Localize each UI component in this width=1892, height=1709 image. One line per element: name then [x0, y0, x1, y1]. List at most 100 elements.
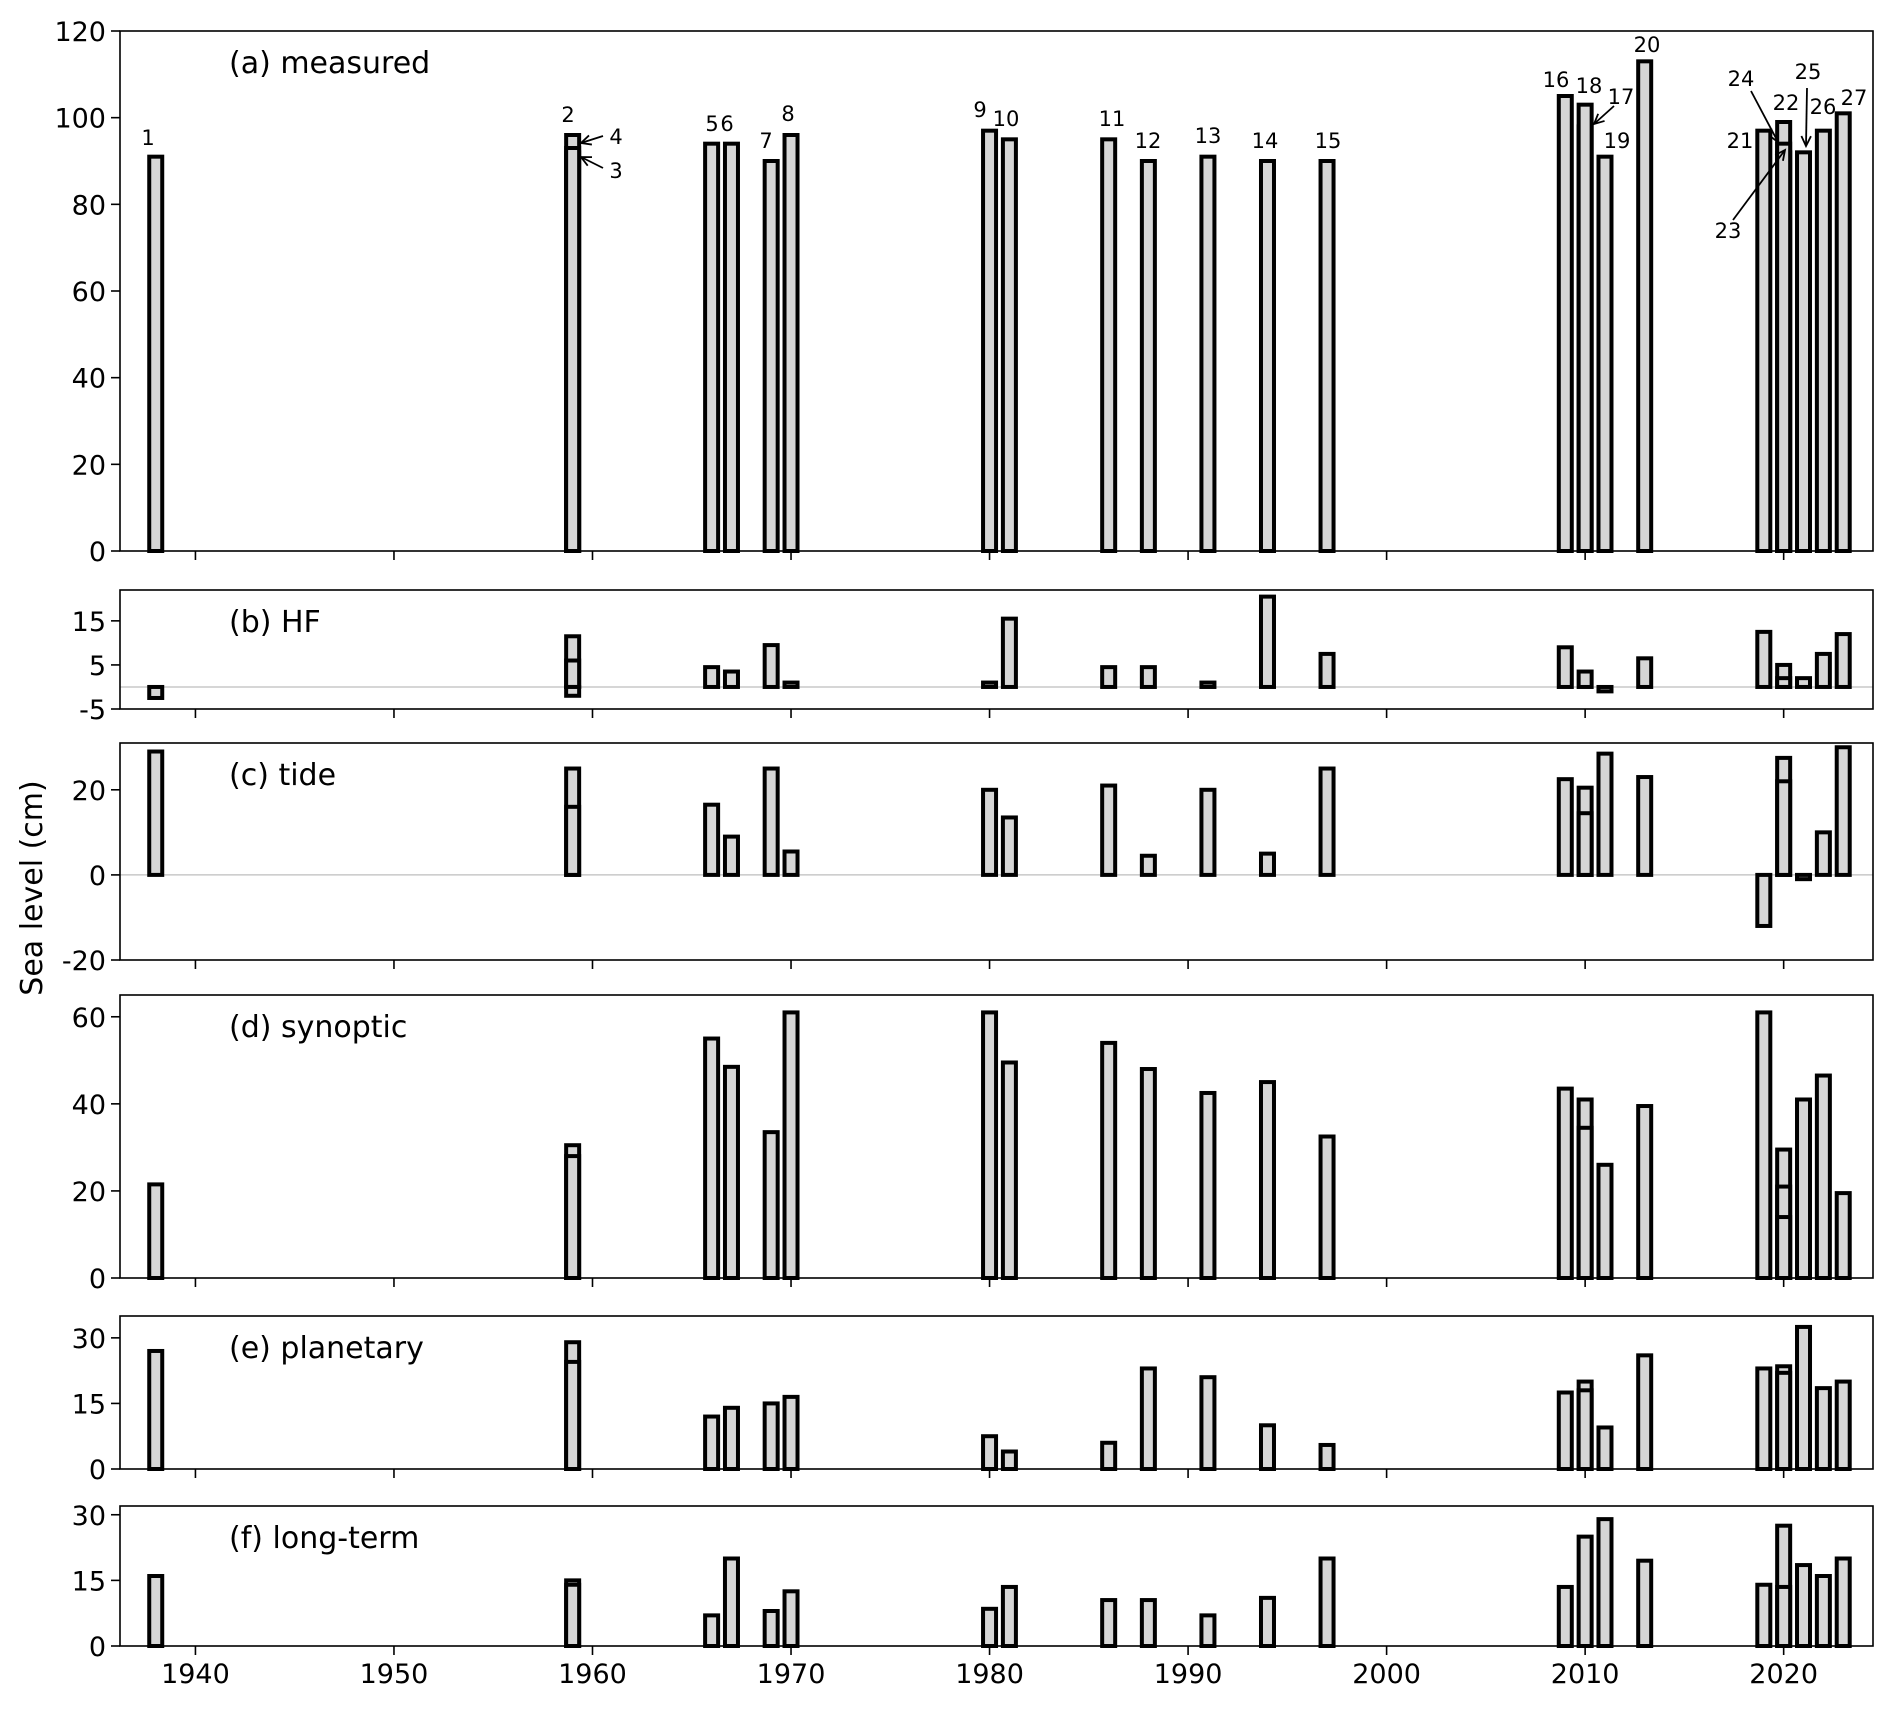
event-label: 12 — [1135, 129, 1162, 153]
x-tick-label: 1990 — [1154, 1659, 1223, 1690]
bar — [1755, 872, 1773, 928]
bar — [1795, 150, 1813, 553]
bar — [1596, 1425, 1614, 1472]
y-tick-label: 0 — [89, 1264, 106, 1295]
bar — [1775, 1215, 1793, 1280]
bar — [1775, 779, 1793, 877]
bar — [1576, 102, 1594, 554]
y-axis-label: Sea level (cm) — [15, 780, 50, 995]
bar — [1814, 1574, 1832, 1648]
event-label: 2 — [561, 103, 574, 127]
panel-title: (b) HF — [229, 605, 321, 640]
bar — [1139, 1366, 1157, 1472]
bar — [782, 1394, 800, 1472]
event-label: 10 — [993, 107, 1020, 131]
y-tick-label: -20 — [62, 946, 106, 977]
bar — [703, 1414, 721, 1471]
bar — [1318, 766, 1336, 877]
bar — [1775, 141, 1793, 554]
panel-4: 0 20 40 60 (d) synoptic — [72, 994, 1874, 1295]
bar — [1596, 1517, 1614, 1648]
annotation-arrow — [1593, 105, 1615, 125]
bar — [1755, 1010, 1773, 1281]
bar — [703, 1036, 721, 1280]
event-label: 18 — [1576, 74, 1603, 98]
panel-2: -5 5 15 (b) HF — [72, 589, 1874, 726]
bar — [1100, 665, 1118, 689]
bar — [782, 849, 800, 877]
event-label: 14 — [1252, 129, 1279, 153]
event-label: 3 — [609, 159, 622, 183]
x-axis: 1940 1950 1960 1970 1980 1990 2000 2010 2020 — [161, 1659, 1818, 1690]
bar — [1596, 751, 1614, 877]
bar — [1199, 154, 1217, 554]
y-tick-label: 30 — [72, 1324, 106, 1355]
event-label: 25 — [1795, 60, 1822, 84]
event-label: 19 — [1604, 129, 1631, 153]
event-label: 6 — [720, 112, 733, 136]
panel-frame — [119, 1505, 1874, 1647]
bar — [1636, 1353, 1654, 1472]
bar — [1258, 851, 1276, 877]
bar — [147, 154, 165, 554]
bar — [722, 141, 740, 554]
bar — [981, 128, 999, 554]
arrow-head — [579, 156, 593, 167]
y-tick-label: 15 — [72, 607, 106, 638]
panel-title: (e) planetary — [229, 1331, 424, 1366]
bar — [1834, 632, 1852, 689]
y-tick-label: 0 — [89, 537, 106, 568]
bar — [1636, 656, 1654, 689]
bar — [981, 680, 999, 689]
bar — [1755, 629, 1773, 689]
y-tick-label: 40 — [72, 1090, 106, 1121]
bar — [762, 1401, 780, 1472]
bar — [147, 1182, 165, 1281]
bar — [1139, 159, 1157, 553]
annotation-arrow — [1805, 87, 1808, 147]
panel-frame — [119, 1315, 1874, 1470]
x-tick-label: 1940 — [161, 1659, 230, 1690]
event-label: 27 — [1841, 86, 1868, 110]
bar — [722, 1064, 740, 1281]
bar — [1199, 680, 1217, 689]
x-tick-label: 2020 — [1749, 1659, 1818, 1690]
event-label: 23 — [1715, 219, 1742, 243]
bar — [1556, 1584, 1574, 1648]
event-label: 21 — [1727, 129, 1754, 153]
bar — [1596, 1162, 1614, 1281]
y-tick-label: 20 — [72, 450, 106, 481]
bar — [1576, 1534, 1594, 1648]
bar — [1139, 1598, 1157, 1648]
bar — [1775, 1370, 1793, 1472]
bar — [722, 1556, 740, 1648]
bar — [782, 133, 800, 553]
bar — [1814, 651, 1832, 689]
panel-title: (d) synoptic — [229, 1010, 407, 1045]
y-tick-label: 15 — [72, 1389, 106, 1420]
panel-frame — [119, 589, 1874, 710]
bar — [762, 1609, 780, 1648]
panel-5: 0 15 30 (e) planetary — [72, 1315, 1874, 1486]
bar — [1834, 745, 1852, 877]
event-label: 5 — [705, 112, 718, 136]
bar — [981, 787, 999, 877]
x-tick-label: 1950 — [360, 1659, 429, 1690]
y-tick-label: 0 — [89, 1455, 106, 1486]
bar — [1199, 1613, 1217, 1648]
bar — [1576, 1125, 1594, 1281]
bar — [1000, 1584, 1018, 1648]
event-label: 20 — [1634, 33, 1661, 57]
bar — [1795, 676, 1813, 689]
bar — [564, 684, 582, 698]
bar — [1814, 1386, 1832, 1471]
event-label: 26 — [1810, 95, 1837, 119]
bar — [981, 1434, 999, 1471]
bar — [722, 1405, 740, 1472]
bar — [703, 141, 721, 554]
annotation-arrow — [580, 135, 604, 144]
y-tick-label: 5 — [89, 651, 106, 682]
bar — [762, 159, 780, 553]
